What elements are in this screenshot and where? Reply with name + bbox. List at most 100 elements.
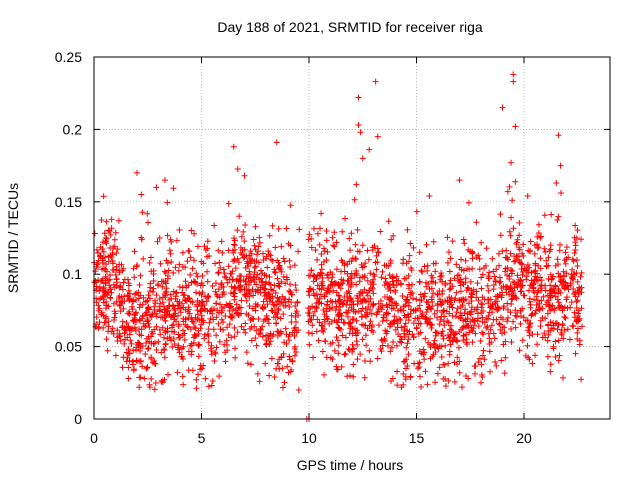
data-point	[308, 316, 315, 323]
data-point	[438, 353, 445, 360]
data-point	[493, 316, 500, 323]
data-point	[103, 313, 110, 320]
data-point	[243, 349, 250, 356]
data-point	[431, 337, 438, 344]
data-point	[537, 287, 544, 294]
chart-title: Day 188 of 2021, SRMTID for receiver rig…	[217, 19, 483, 35]
data-point	[354, 295, 361, 302]
data-point	[354, 300, 361, 307]
data-point	[99, 239, 106, 246]
data-point	[548, 276, 555, 283]
data-point	[329, 271, 336, 278]
data-point	[334, 337, 341, 344]
data-point	[234, 329, 241, 336]
data-point	[95, 257, 102, 264]
data-point	[326, 305, 333, 312]
data-point	[373, 252, 380, 259]
data-point	[398, 336, 405, 343]
data-point	[573, 318, 580, 325]
data-point	[248, 250, 255, 257]
data-point	[148, 375, 155, 382]
data-point	[155, 338, 162, 345]
data-point	[128, 340, 135, 347]
data-point	[401, 312, 408, 319]
data-point	[413, 325, 420, 332]
data-point	[525, 354, 532, 361]
data-point	[113, 275, 120, 282]
data-point	[157, 260, 164, 267]
data-point	[556, 352, 563, 359]
data-point	[171, 329, 178, 336]
data-point	[353, 268, 360, 274]
data-point	[436, 296, 443, 303]
data-point	[400, 370, 407, 377]
data-point	[201, 302, 208, 309]
data-point	[399, 293, 406, 300]
data-point	[207, 315, 214, 322]
x-tick-label: 10	[301, 430, 317, 446]
data-point	[251, 264, 258, 271]
data-point	[542, 315, 549, 322]
data-point	[102, 280, 109, 287]
data-point	[242, 264, 249, 271]
data-point	[162, 292, 169, 299]
data-point	[119, 364, 126, 371]
data-point	[175, 267, 182, 274]
data-point	[452, 313, 459, 320]
data-point	[167, 250, 174, 257]
data-point	[446, 337, 453, 344]
data-point	[378, 348, 385, 355]
data-point	[555, 270, 562, 277]
data-point	[385, 218, 392, 225]
data-point	[401, 334, 408, 341]
data-point	[219, 249, 226, 256]
data-point	[359, 155, 366, 162]
data-point	[415, 360, 422, 367]
data-point	[348, 279, 355, 286]
data-point	[389, 275, 396, 282]
data-point	[308, 267, 315, 274]
data-point	[521, 292, 528, 299]
data-point	[432, 279, 439, 286]
data-point	[541, 330, 548, 337]
data-point	[484, 296, 491, 303]
data-point	[494, 293, 501, 300]
data-point	[531, 250, 538, 257]
data-point	[278, 353, 285, 360]
data-point	[491, 273, 498, 280]
data-point	[447, 277, 454, 284]
data-point	[123, 349, 130, 356]
data-point	[423, 241, 430, 248]
data-point	[484, 323, 491, 330]
data-point	[478, 285, 485, 292]
data-point	[355, 94, 362, 101]
data-point	[506, 183, 513, 190]
data-point	[508, 159, 515, 166]
data-point	[335, 324, 342, 331]
data-point	[364, 277, 371, 284]
data-point	[474, 280, 481, 287]
data-point	[202, 375, 209, 382]
data-point	[410, 307, 417, 314]
data-point	[187, 254, 194, 261]
data-point	[345, 320, 352, 327]
data-point	[216, 259, 223, 266]
data-point	[269, 258, 276, 265]
data-point	[280, 255, 287, 262]
data-point	[354, 226, 361, 233]
data-point	[134, 169, 140, 176]
data-point	[544, 337, 551, 344]
data-point	[314, 272, 321, 279]
data-point	[123, 358, 130, 365]
data-point	[153, 310, 160, 317]
data-point	[102, 273, 109, 280]
data-point	[306, 310, 313, 317]
data-point	[510, 225, 517, 232]
data-point	[323, 237, 330, 244]
data-point	[409, 290, 416, 297]
data-point	[507, 309, 514, 316]
data-point	[254, 370, 261, 377]
data-point	[510, 71, 517, 78]
data-point	[359, 242, 366, 249]
data-point	[266, 372, 273, 379]
